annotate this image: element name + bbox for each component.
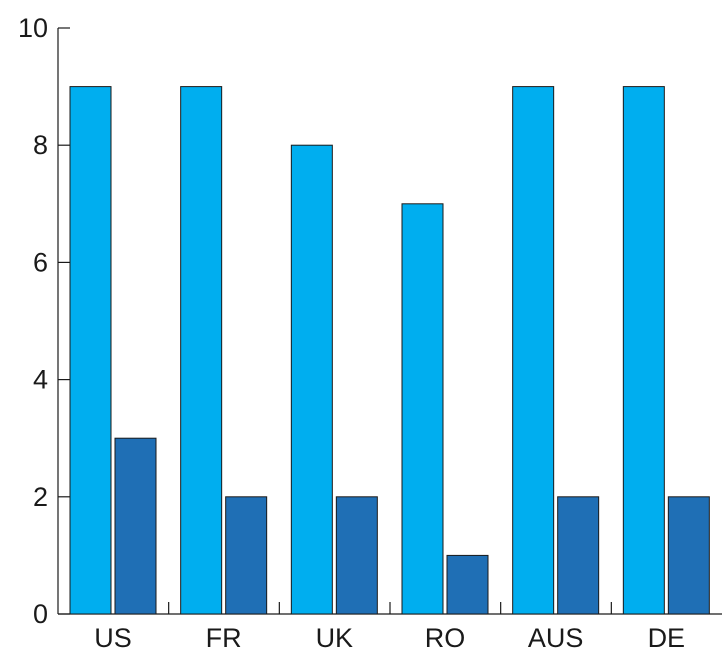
y-tick-label: 8 [33,130,48,160]
chart-axes [57,27,722,615]
x-tick-label-de: DE [648,623,686,650]
bar-uk-series-1 [290,144,333,615]
bar-ro-series-2 [446,554,489,615]
x-tick-label-uk: UK [316,623,354,650]
bar-de-series-2 [667,496,710,615]
bar-fr-series-2 [225,496,268,615]
x-tick-label-fr: FR [206,623,242,650]
y-tick-label: 0 [33,599,48,629]
bar-aus-series-1 [512,86,555,615]
bar-de-series-1 [622,86,665,615]
x-tick-label-aus: AUS [528,623,584,650]
bar-us-series-1 [69,86,112,615]
y-tick-label: 10 [18,13,48,43]
y-tick-label: 6 [33,247,48,277]
chart-labels: 0 2 4 6 8 10 US FR UK RO AUS DE [18,13,685,650]
bar-uk-series-2 [335,496,378,615]
x-tick-label-us: US [94,623,132,650]
bar-fr-series-1 [180,86,223,615]
chart-bars [69,86,710,615]
bar-ro-series-1 [401,203,444,615]
bar-aus-series-2 [557,496,600,615]
y-tick-label: 2 [33,482,48,512]
y-tick-label: 4 [33,365,48,395]
x-tick-label-ro: RO [425,623,466,650]
bar-us-series-2 [114,437,157,615]
